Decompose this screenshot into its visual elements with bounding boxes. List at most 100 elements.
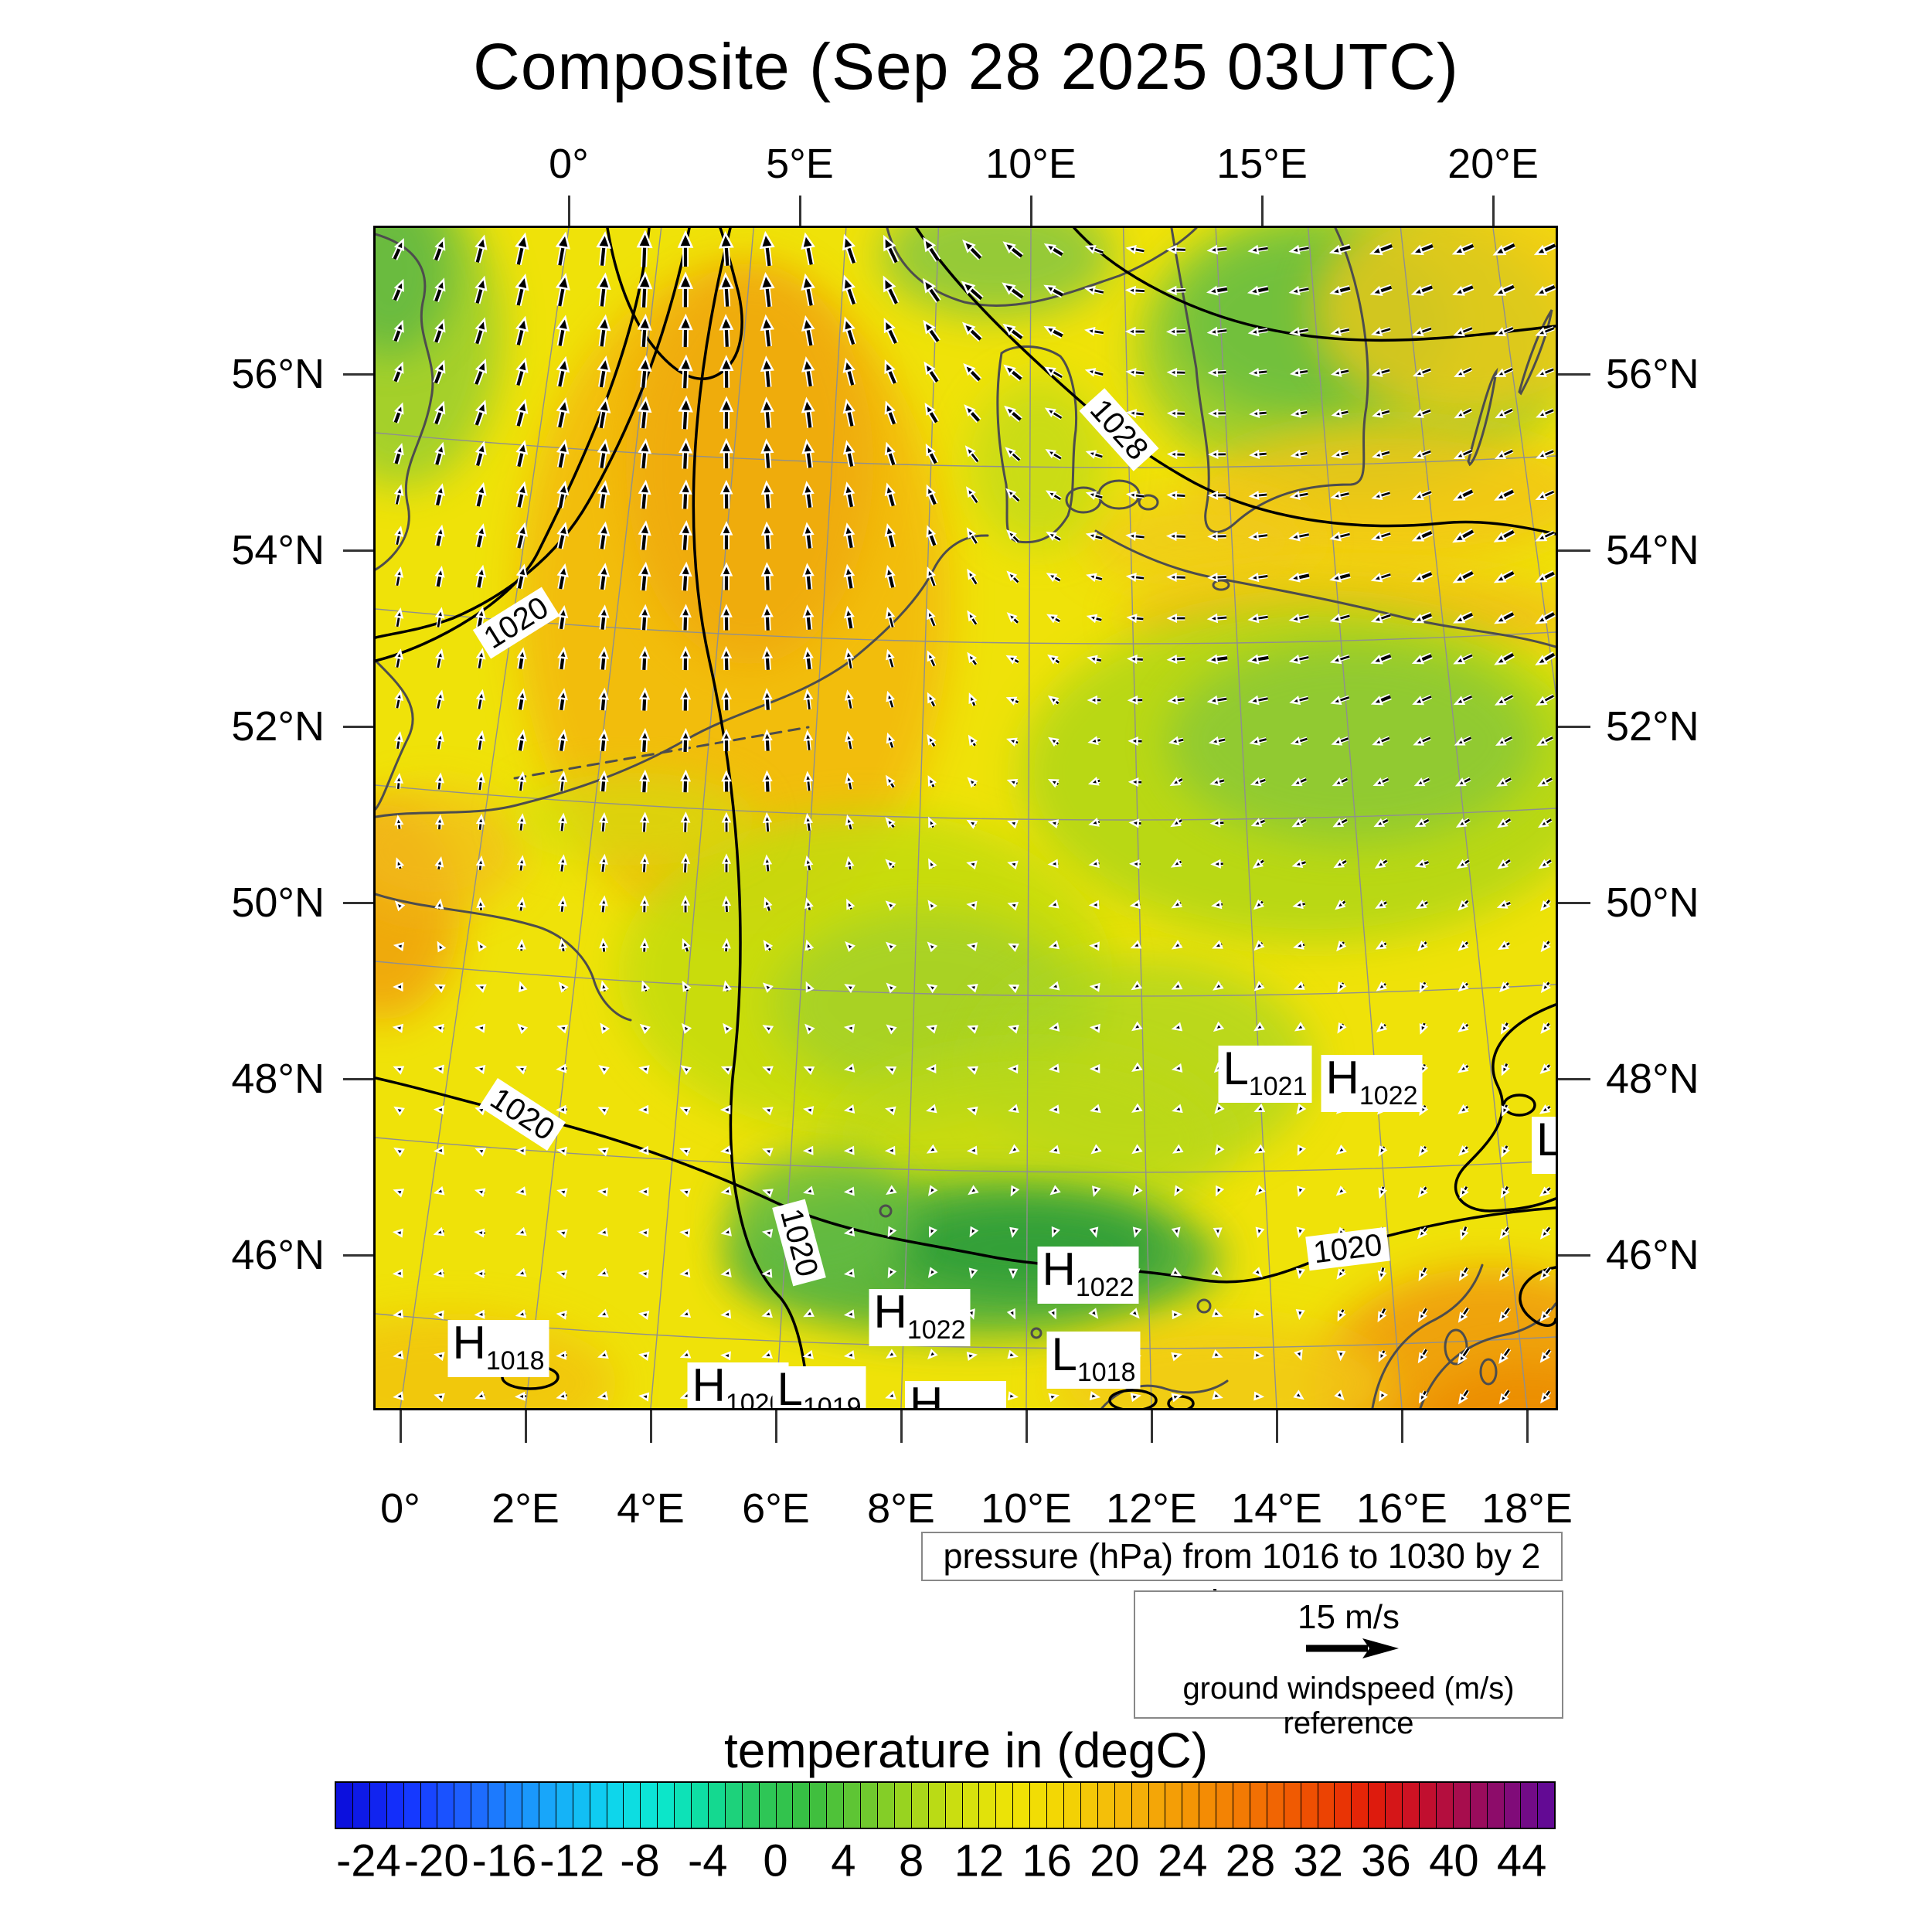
wind-arrow [1171,1022,1183,1032]
wind-arrow [929,493,937,505]
wind-arrow [1499,1228,1510,1240]
colorbar-cell [878,1783,895,1828]
wind-arrow [1412,450,1424,459]
wind-arrow [638,687,651,700]
wind-arrow [1502,368,1513,375]
wind-arrow [1494,614,1507,624]
wind-arrow [1298,656,1309,661]
colorbar-cell [1131,1783,1149,1828]
axis-tick [1151,1410,1153,1443]
wind-arrow [843,1063,855,1073]
wind-arrow [475,855,485,867]
wind-arrow [803,688,814,701]
colorbar-cell [1318,1783,1335,1828]
wind-arrow [1453,696,1466,706]
wind-arrow [1299,818,1307,825]
wind-arrow [760,480,774,495]
wind-arrow [886,982,897,994]
pressure-center-label: H1022 [1037,1247,1139,1304]
wind-arrow [1420,450,1431,456]
wind-arrow [518,981,528,993]
wind-arrow [516,938,526,950]
wind-arrow [516,410,524,427]
wind-arrows [391,230,1556,1405]
wind-arrow [682,938,691,950]
wind-arrow [1540,940,1551,953]
wind-arrow [394,900,406,912]
wind-arrow [966,486,976,498]
wind-arrow [842,274,855,292]
wind-arrow [638,479,651,495]
wind-arrow [1087,777,1100,786]
wind-arrow [762,770,773,782]
wind-arrow [1461,243,1475,252]
wind-arrow [719,1104,731,1115]
wind-arrow [1207,572,1218,583]
wind-arrow [806,616,811,630]
colorbar-cell [369,1783,387,1828]
wind-arrow [928,1226,938,1238]
wind-arrow [968,734,978,747]
wind-arrow [434,648,445,660]
wind-arrow [1131,1103,1143,1113]
wind-arrow [1338,573,1351,580]
wind-arrow [801,232,815,250]
wind-arrow [964,404,976,417]
wind-arrow [927,608,936,621]
wind-arrow [1413,777,1426,787]
wind-arrow [433,1064,444,1074]
wind-arrow [1206,326,1219,337]
wind-arrow [802,604,815,618]
wind-arrow [679,687,692,700]
wind-arrow [639,895,650,906]
wind-arrow [560,863,564,872]
wind-arrow [433,1023,444,1033]
wind-arrow [1207,490,1219,501]
wind-arrow [1544,1308,1551,1315]
wind-arrow [761,646,774,659]
wind-arrow [1380,451,1390,456]
wind-arrow [1535,491,1548,501]
wind-arrow [638,1065,650,1075]
wind-arrow [930,575,936,587]
wind-arrow [1502,284,1515,293]
wind-arrow [1452,285,1465,296]
pressure-contour-1020 [376,228,651,662]
wind-arrow [762,688,773,700]
wind-arrow [638,1392,650,1402]
colorbar-tick-label: -20 [403,1835,469,1886]
wind-arrow [845,730,854,743]
wind-arrow [1372,777,1385,787]
axis-tick [1492,196,1495,228]
axis-tick [650,1410,652,1443]
wind-arrow [1052,370,1063,379]
wind-arrow [601,862,605,872]
wind-arrow [679,1188,691,1198]
wind-arrow [599,937,609,949]
wind-arrow [559,575,565,590]
wind-arrow [1370,696,1383,706]
wind-arrow [765,534,770,549]
wind-arrow [886,941,897,953]
wind-arrow [556,480,570,496]
wind-arrow [1089,1391,1101,1400]
wind-arrow [1494,655,1507,665]
wind-arrow [638,1145,649,1155]
wind-arrow [1166,449,1178,460]
wind-arrow [961,281,976,295]
wind-arrow [1539,1104,1551,1114]
wind-arrow [761,1349,774,1359]
wind-arrow [927,941,938,953]
wind-arrow [969,328,982,341]
wind-arrow [1008,1024,1019,1034]
axis-tick-label: 12°E [1106,1485,1197,1532]
pressure-contour [606,228,743,380]
wind-arrow [558,534,565,549]
parallel-line [376,961,1556,997]
colorbar-cell [1436,1783,1454,1828]
colorbar-cell [1047,1783,1064,1828]
pressure-center-label: L1018 [1046,1332,1141,1389]
wind-arrow [1416,900,1427,910]
wind-arrow [1377,1270,1387,1282]
wind-arrow [1330,327,1342,337]
